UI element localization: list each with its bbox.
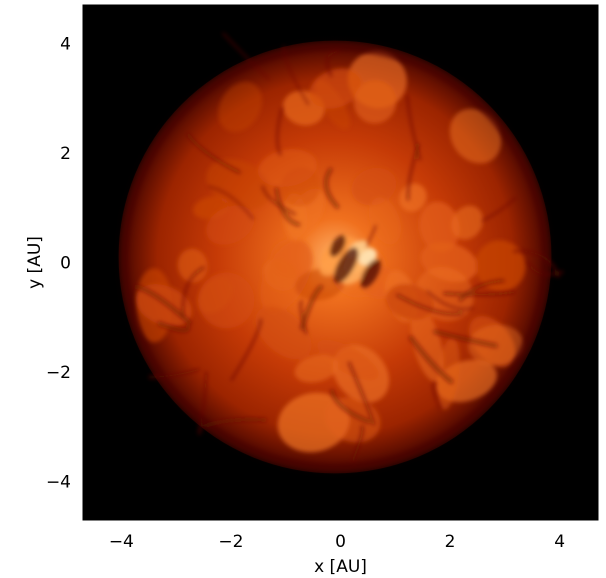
convection-cell <box>294 354 339 383</box>
convection-cell <box>280 167 321 207</box>
x-axis-label: x [AU] <box>314 557 367 577</box>
dark-spot <box>329 235 346 257</box>
dark-lane <box>197 371 208 435</box>
convection-cell <box>317 339 379 381</box>
dark-lane <box>274 187 301 227</box>
dark-lane <box>347 361 376 426</box>
convection-cell <box>369 197 401 245</box>
dark-lane <box>230 318 263 382</box>
dark-spot <box>360 259 381 288</box>
dark-lane <box>329 389 371 424</box>
dark-lane <box>405 94 422 161</box>
convection-cell <box>198 272 255 329</box>
convection-cell <box>295 268 345 301</box>
y-tick-label: −4 <box>46 473 71 493</box>
x-tick-label: 4 <box>554 532 565 552</box>
convection-cell <box>419 201 460 253</box>
limb-darkening <box>121 43 549 471</box>
convection-cell <box>410 306 444 383</box>
dark-lane <box>186 132 241 174</box>
y-tick-label: −2 <box>46 363 71 383</box>
bright-core <box>319 235 381 288</box>
intergranular-lanes <box>121 32 564 471</box>
dark-lane <box>408 335 454 385</box>
dark-lane <box>395 293 464 316</box>
x-axis: −4 −2 0 2 4 <box>109 5 565 552</box>
x-tick-label: −4 <box>109 532 134 552</box>
convection-cell <box>353 80 397 124</box>
star-image <box>109 31 564 483</box>
dark-lane <box>299 300 308 335</box>
y-axis: −4 −2 0 2 4 <box>46 34 598 493</box>
dark-lane <box>406 143 420 201</box>
dark-lane <box>458 278 505 302</box>
dark-lane <box>442 290 516 297</box>
convection-cell <box>399 183 427 212</box>
dark-lane <box>261 185 297 216</box>
convection-cells <box>135 51 526 453</box>
dark-lane <box>222 32 271 81</box>
x-tick-label: 0 <box>335 532 346 552</box>
dark-lane <box>323 167 340 209</box>
x-tick-label: −2 <box>218 532 243 552</box>
y-tick-label: 4 <box>60 34 71 54</box>
dark-lane <box>431 381 442 410</box>
convection-cell <box>255 306 312 360</box>
convection-cell <box>177 248 208 283</box>
dark-lane <box>351 425 365 462</box>
dark-lane <box>275 107 284 156</box>
dark-spot <box>333 247 359 284</box>
convection-cell <box>351 167 397 206</box>
convection-cell <box>309 68 362 109</box>
dark-lane <box>133 284 192 325</box>
y-tick-label: 0 <box>60 254 71 274</box>
dark-lane <box>181 266 206 318</box>
dark-lane <box>207 185 255 220</box>
convection-cell <box>437 337 460 410</box>
dark-lane <box>325 49 341 77</box>
convection-cell <box>206 159 271 210</box>
convection-cell <box>218 81 263 132</box>
dark-lane <box>148 368 201 379</box>
convection-cell <box>475 240 526 292</box>
dark-lane <box>481 196 517 222</box>
y-axis-label: y [AU] <box>25 236 45 289</box>
convection-cell <box>449 108 502 164</box>
dark-lane <box>426 290 475 311</box>
dark-lane <box>299 284 324 331</box>
dark-lane <box>432 329 498 349</box>
x-tick-label: 2 <box>445 532 456 552</box>
convection-cell <box>451 205 484 240</box>
y-tick-label: 2 <box>60 144 71 164</box>
convection-cell <box>206 205 255 245</box>
dark-lane <box>157 321 191 333</box>
